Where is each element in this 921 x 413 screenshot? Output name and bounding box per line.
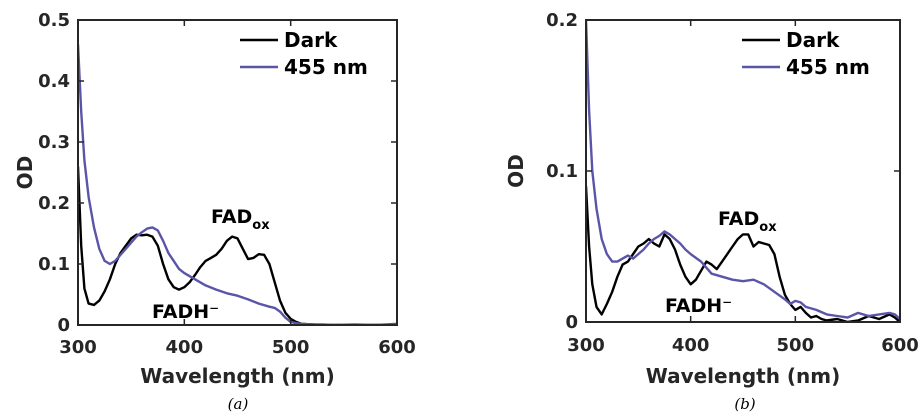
x-axis-label: Wavelength (nm) <box>140 364 335 388</box>
y-tick-label: 0 <box>565 312 578 333</box>
y-tick-label: 0.3 <box>38 132 70 153</box>
series-line-455-nm <box>586 20 900 320</box>
y-tick-label: 0 <box>57 315 70 336</box>
series-line-dark <box>586 186 900 322</box>
y-tick-label: 0.2 <box>38 193 70 214</box>
y-tick-label: 0.5 <box>38 10 70 31</box>
annotation-fad-ox: FADox <box>718 208 777 235</box>
axes-box <box>77 19 398 326</box>
legend: Dark 455 nm <box>240 28 368 79</box>
x-tick-label: 300 <box>567 335 605 356</box>
y-tick-label: 0.1 <box>546 161 578 182</box>
y-tick-label: 0.2 <box>546 10 578 31</box>
y-tick-label: 0.1 <box>38 254 70 275</box>
y-tick-label: 0.4 <box>38 71 70 92</box>
panel-a: 300 400 500 600 0 0.1 0.2 0.3 0.4 0.5 Wavelength (… <box>13 10 416 413</box>
series-line-dark <box>78 166 397 325</box>
x-tick-label: 600 <box>881 335 919 356</box>
legend-entry: Dark <box>284 28 338 52</box>
annotation-fad-ox: FADox <box>211 206 270 233</box>
x-tick-label: 500 <box>272 337 310 358</box>
panel-b: 300 400 500 600 0 0.1 0.2 Wavelength (nm) OD Dark… <box>504 10 919 413</box>
x-tick-label: 400 <box>672 335 710 356</box>
x-tick-label: 400 <box>166 337 204 358</box>
panel-label: (a) <box>228 395 249 413</box>
x-tick-label: 300 <box>59 337 97 358</box>
legend-entry: Dark <box>786 28 840 52</box>
x-tick-label: 600 <box>378 337 416 358</box>
legend-entry: 455 nm <box>786 55 870 79</box>
legend: Dark 455 nm <box>742 28 870 79</box>
annotation-fadh-minus: FADH⁻ <box>152 301 219 323</box>
x-axis-label: Wavelength (nm) <box>646 364 841 388</box>
series-line-455-nm <box>78 44 397 325</box>
y-axis-label: OD <box>13 156 37 190</box>
panel-label: (b) <box>734 395 755 413</box>
legend-entry: 455 nm <box>284 55 368 79</box>
annotation-fadh-minus: FADH⁻ <box>665 295 732 317</box>
y-axis-label: OD <box>504 154 528 188</box>
x-tick-label: 500 <box>777 335 815 356</box>
